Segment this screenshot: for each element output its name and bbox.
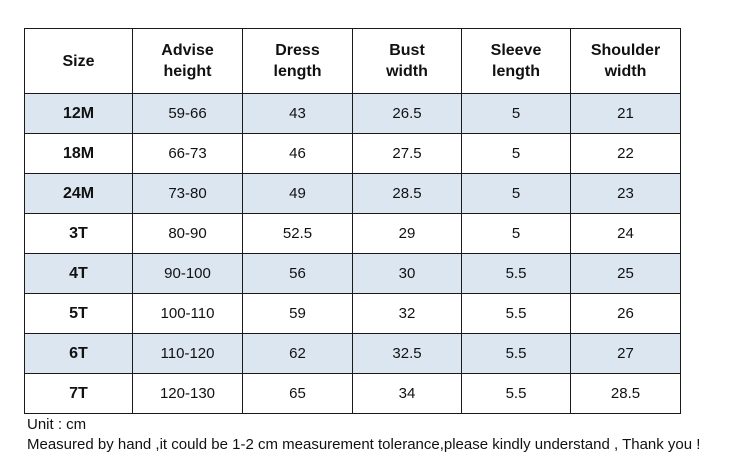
table-row: 4T 90-100 56 30 5.5 25 [24,253,681,294]
table-cell: 3T [24,213,133,254]
header-size: Size [24,28,133,94]
table-cell: 73-80 [132,173,243,214]
header-bust-width: Bust width [352,28,462,94]
table-cell: 28.5 [570,373,681,414]
table-cell: 5 [461,93,571,134]
table-cell: 65 [242,373,353,414]
unit-note: Unit : cm [27,416,87,433]
table-cell: 5.5 [461,253,571,294]
table-cell: 5 [461,213,571,254]
table-row: 6T 110-120 62 32.5 5.5 27 [24,333,681,374]
table-cell: 5.5 [461,293,571,334]
tolerance-note: Measured by hand ,it could be 1-2 cm mea… [27,436,701,453]
header-advise-height: Advise height [132,28,243,94]
header-row: Size Advise height Dress length Bust width … [24,28,681,94]
table-cell: 25 [570,253,681,294]
table-cell: 23 [570,173,681,214]
table-cell: 80-90 [132,213,243,254]
table-cell: 110-120 [132,333,243,374]
table-cell: 32.5 [352,333,462,374]
table-cell: 59-66 [132,93,243,134]
table-cell: 100-110 [132,293,243,334]
table-cell: 7T [24,373,133,414]
table-cell: 6T [24,333,133,374]
header-sleeve-length: Sleeve length [461,28,571,94]
table-row: 18M 66-73 46 27.5 5 22 [24,133,681,174]
table-cell: 21 [570,93,681,134]
table-cell: 26 [570,293,681,334]
table-cell: 12M [24,93,133,134]
notes: Unit : cm Measured by hand ,it could be … [27,415,700,455]
table-cell: 30 [352,253,462,294]
table-row: 24M 73-80 49 28.5 5 23 [24,173,681,214]
table-cell: 27 [570,333,681,374]
header-dress-length: Dress length [242,28,353,94]
table-cell: 18M [24,133,133,174]
table-row: 5T 100-110 59 32 5.5 26 [24,293,681,334]
table-cell: 24M [24,173,133,214]
table-cell: 5.5 [461,373,571,414]
table-cell: 120-130 [132,373,243,414]
table-cell: 66-73 [132,133,243,174]
table-cell: 22 [570,133,681,174]
table-cell: 5 [461,173,571,214]
table-row: 7T 120-130 65 34 5.5 28.5 [24,373,681,414]
table-cell: 59 [242,293,353,334]
header-shoulder-width: Shoulder width [570,28,681,94]
table-cell: 49 [242,173,353,214]
table-cell: 43 [242,93,353,134]
table-cell: 4T [24,253,133,294]
table-cell: 46 [242,133,353,174]
table-cell: 29 [352,213,462,254]
table-cell: 62 [242,333,353,374]
table-cell: 5T [24,293,133,334]
table-cell: 24 [570,213,681,254]
table-row: 12M 59-66 43 26.5 5 21 [24,93,681,134]
table-cell: 90-100 [132,253,243,294]
table-row: 3T 80-90 52.5 29 5 24 [24,213,681,254]
table-cell: 52.5 [242,213,353,254]
table-cell: 28.5 [352,173,462,214]
table-cell: 34 [352,373,462,414]
size-chart-table: Size Advise height Dress length Bust width … [24,28,681,414]
table-cell: 32 [352,293,462,334]
table-cell: 26.5 [352,93,462,134]
table-cell: 5.5 [461,333,571,374]
table-cell: 56 [242,253,353,294]
table-cell: 5 [461,133,571,174]
table-cell: 27.5 [352,133,462,174]
